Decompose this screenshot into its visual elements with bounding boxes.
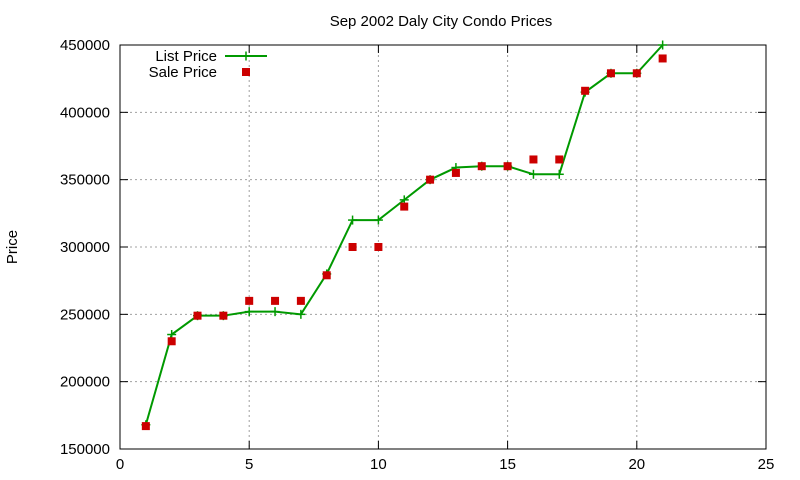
- x-tick-label: 5: [245, 456, 253, 473]
- legend: List Price Sale Price: [149, 48, 267, 81]
- sale-price-point: [400, 202, 409, 211]
- sale-price-point: [219, 311, 228, 320]
- x-tick-label: 15: [499, 456, 516, 473]
- sale-price-point: [503, 162, 512, 171]
- axes: 0 5 10 15 20 25 150000 200000 250000 300000 350000…: [60, 37, 774, 473]
- list-price-point: [373, 215, 383, 225]
- sale-price-point: [581, 86, 590, 95]
- sale-price-point: [322, 271, 331, 280]
- x-tick-label: 0: [116, 456, 124, 473]
- sale-price-point: [245, 296, 254, 305]
- legend-label-list-price: List Price: [155, 48, 217, 65]
- chart-title: Sep 2002 Daly City Condo Prices: [330, 13, 553, 30]
- sale-price-point: [606, 69, 615, 78]
- sale-price-point: [167, 337, 176, 346]
- list-price-point: [270, 307, 280, 317]
- list-price-point: [528, 169, 538, 179]
- y-axis-label: Price: [4, 230, 21, 264]
- list-price-point: [658, 40, 668, 50]
- y-tick-label: 400000: [60, 104, 110, 121]
- sale-price-point: [529, 155, 538, 164]
- sale-price-point: [632, 69, 641, 78]
- y-tick-label: 250000: [60, 306, 110, 323]
- sale-price-point: [451, 168, 460, 177]
- sale-price-point: [658, 54, 667, 63]
- y-tick-label: 150000: [60, 441, 110, 458]
- legend-marker-sale-price: [242, 68, 250, 76]
- sale-price-point: [555, 155, 564, 164]
- list-price-point: [554, 169, 564, 179]
- sale-price-point: [426, 175, 435, 184]
- x-tick-label: 10: [370, 456, 387, 473]
- plot-area: [141, 40, 668, 431]
- list-price-point: [296, 309, 306, 319]
- sale-price-point: [296, 296, 305, 305]
- y-tick-label: 450000: [60, 37, 110, 54]
- x-tick-label: 20: [628, 456, 645, 473]
- list-price-point: [244, 307, 254, 317]
- sale-price-point: [374, 243, 383, 251]
- sale-price-point: [193, 311, 202, 320]
- sale-price-point: [348, 243, 357, 251]
- legend-marker-list-price: [241, 51, 251, 61]
- list-price-point: [348, 215, 358, 225]
- sale-price-point: [271, 296, 280, 305]
- y-tick-label: 350000: [60, 172, 110, 189]
- sale-price-point: [141, 422, 150, 431]
- legend-label-sale-price: Sale Price: [149, 64, 217, 81]
- x-tick-label: 25: [758, 456, 775, 473]
- y-tick-label: 300000: [60, 239, 110, 256]
- y-tick-label: 200000: [60, 374, 110, 391]
- sale-price-point: [477, 162, 486, 171]
